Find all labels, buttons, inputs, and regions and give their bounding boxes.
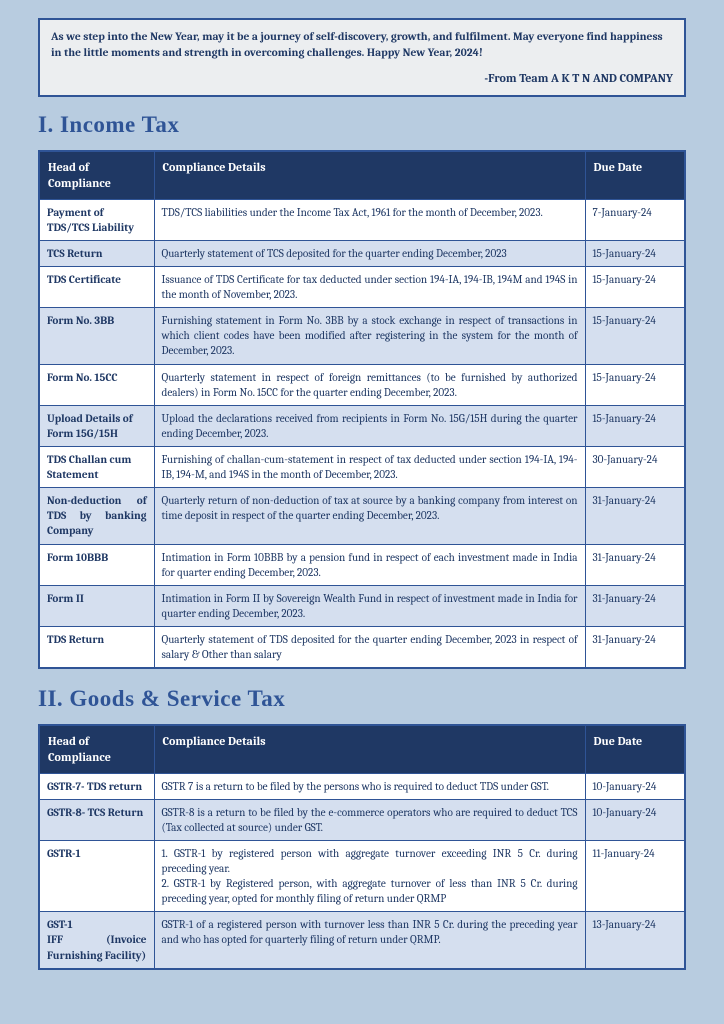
cell-detail: GSTR 7 is a return to be filed by the pe…: [154, 773, 585, 799]
cell-head: GST-1 IFF (Invoice Furnishing Facility): [39, 912, 154, 969]
greeting-sign: -From Team A K T N AND COMPANY: [51, 70, 673, 86]
table-row: Form No. 15CCQuarterly statement in resp…: [39, 364, 685, 405]
cell-due: 31-January-24: [585, 488, 685, 544]
section-heading-income-tax: I. Income Tax: [38, 109, 686, 140]
cell-detail: 1. GSTR-1 by registered person with aggr…: [154, 840, 585, 911]
cell-due: 10-January-24: [585, 799, 685, 840]
cell-detail: Quarterly statement in respect of foreig…: [154, 364, 585, 405]
income-tax-table: Head of Compliance Compliance Details Du…: [38, 150, 686, 669]
cell-due: 15-January-24: [585, 308, 685, 364]
cell-detail: GSTR-8 is a return to be filed by the e-…: [154, 799, 585, 840]
col-head-due: Due Date: [585, 151, 685, 199]
cell-head: GSTR-1: [39, 840, 154, 911]
cell-detail: TDS/TCS liabilities under the Income Tax…: [154, 199, 585, 240]
cell-due: 15-January-24: [585, 364, 685, 405]
table-row: GSTR-11. GSTR-1 by registered person wit…: [39, 840, 685, 911]
table-row: Non-deduction of TDS by banking CompanyQ…: [39, 488, 685, 544]
cell-detail: Quarterly statement of TCS deposited for…: [154, 240, 585, 266]
table-row: TDS ReturnQuarterly statement of TDS dep…: [39, 626, 685, 668]
gst-table: Head of Compliance Compliance Details Du…: [38, 724, 686, 969]
table-row: GST-1 IFF (Invoice Furnishing Facility)G…: [39, 912, 685, 969]
table-row: TDS CertificateIssuance of TDS Certifica…: [39, 266, 685, 307]
col-head-details: Compliance Details: [154, 151, 585, 199]
col-head-due: Due Date: [585, 725, 685, 773]
cell-due: 31-January-24: [585, 585, 685, 626]
table-row: GSTR-7- TDS returnGSTR 7 is a return to …: [39, 773, 685, 799]
table-row: Form IIIntimation in Form II by Sovereig…: [39, 585, 685, 626]
cell-due: 7-January-24: [585, 199, 685, 240]
cell-detail: Issuance of TDS Certificate for tax dedu…: [154, 266, 585, 307]
cell-due: 31-January-24: [585, 544, 685, 585]
table-row: TCS ReturnQuarterly statement of TCS dep…: [39, 240, 685, 266]
cell-detail: Intimation in Form II by Sovereign Wealt…: [154, 585, 585, 626]
cell-head: Form No. 3BB: [39, 308, 154, 364]
cell-head: Form II: [39, 585, 154, 626]
cell-due: 30-January-24: [585, 446, 685, 487]
cell-detail: Furnishing of challan-cum-statement in r…: [154, 446, 585, 487]
cell-detail: Intimation in Form 10BBB by a pension fu…: [154, 544, 585, 585]
cell-detail: Quarterly statement of TDS deposited for…: [154, 626, 585, 668]
cell-head: Upload Details of Form 15G/15H: [39, 405, 154, 446]
cell-head: Payment of TDS/TCS Liability: [39, 199, 154, 240]
table-row: Form 10BBBIntimation in Form 10BBB by a …: [39, 544, 685, 585]
cell-head: GSTR-8- TCS Return: [39, 799, 154, 840]
cell-head: TDS Return: [39, 626, 154, 668]
cell-detail: Upload the declarations received from re…: [154, 405, 585, 446]
cell-due: 31-January-24: [585, 626, 685, 668]
table-row: GSTR-8- TCS ReturnGSTR-8 is a return to …: [39, 799, 685, 840]
cell-detail: GSTR-1 of a registered person with turno…: [154, 912, 585, 969]
greeting-box: As we step into the New Year, may it be …: [38, 18, 686, 97]
cell-head: Form No. 15CC: [39, 364, 154, 405]
cell-head: Form 10BBB: [39, 544, 154, 585]
cell-due: 15-January-24: [585, 240, 685, 266]
cell-head: TCS Return: [39, 240, 154, 266]
income-tax-tbody: Payment of TDS/TCS LiabilityTDS/TCS liab…: [39, 199, 685, 668]
col-head-compliance: Head of Compliance: [39, 151, 154, 199]
cell-head: TDS Challan cum Statement: [39, 446, 154, 487]
gst-tbody: GSTR-7- TDS returnGSTR 7 is a return to …: [39, 773, 685, 969]
cell-due: 10-January-24: [585, 773, 685, 799]
cell-detail: Quarterly return of non-deduction of tax…: [154, 488, 585, 544]
cell-due: 13-January-24: [585, 912, 685, 969]
cell-due: 11-January-24: [585, 840, 685, 911]
table-row: Payment of TDS/TCS LiabilityTDS/TCS liab…: [39, 199, 685, 240]
cell-head: GSTR-7- TDS return: [39, 773, 154, 799]
cell-due: 15-January-24: [585, 266, 685, 307]
table-row: TDS Challan cum StatementFurnishing of c…: [39, 446, 685, 487]
greeting-text: As we step into the New Year, may it be …: [51, 29, 673, 60]
table-row: Form No. 3BBFurnishing statement in Form…: [39, 308, 685, 364]
cell-head: TDS Certificate: [39, 266, 154, 307]
section-heading-gst: II. Goods & Service Tax: [38, 683, 686, 714]
cell-head: Non-deduction of TDS by banking Company: [39, 488, 154, 544]
cell-due: 15-January-24: [585, 405, 685, 446]
table-row: Upload Details of Form 15G/15HUpload the…: [39, 405, 685, 446]
cell-detail: Furnishing statement in Form No. 3BB by …: [154, 308, 585, 364]
col-head-details: Compliance Details: [154, 725, 585, 773]
col-head-compliance: Head of Compliance: [39, 725, 154, 773]
